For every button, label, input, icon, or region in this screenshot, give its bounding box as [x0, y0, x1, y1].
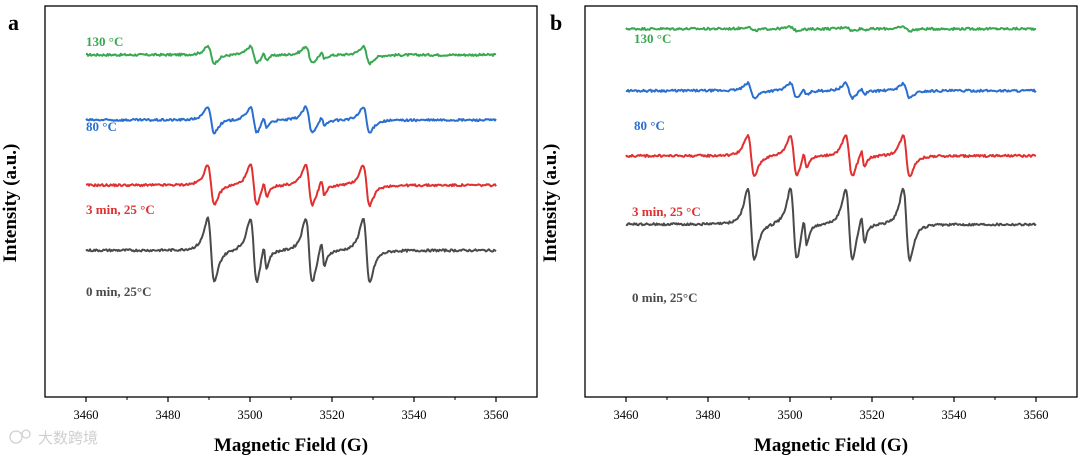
x-tick-label: 3520: [860, 408, 885, 422]
series-line-2: [85, 163, 497, 208]
x-tick-label: 3480: [156, 408, 181, 422]
watermark-logo-icon: [9, 429, 31, 444]
series-label-3: 0 min, 25°C: [86, 284, 152, 299]
x-tick-label: 3560: [1024, 408, 1049, 422]
x-axis-title: Magnetic Field (G): [754, 435, 908, 456]
series-line-3: [625, 187, 1037, 262]
series-label-2: 3 min, 25 °C: [632, 204, 701, 219]
series-line-0: [625, 24, 1037, 33]
series-label-3: 0 min, 25°C: [632, 290, 698, 305]
series-label-1: 80 °C: [86, 119, 117, 134]
panel-a: a 3460 3480 3500 3520 3540 3560 Magnetic Field …: [0, 5, 538, 456]
x-axis-title: Magnetic Field (G): [214, 435, 368, 456]
x-tick-label: 3500: [778, 408, 803, 422]
plot-frame: [584, 5, 1078, 398]
series-line-2: [625, 134, 1037, 178]
y-axis-title: Intensity (a.u.): [540, 144, 561, 263]
watermark-text: 大数跨境: [38, 429, 98, 447]
series-line-3: [85, 216, 497, 284]
x-tick-label: 3520: [320, 408, 345, 422]
panel-letter: a: [8, 10, 19, 35]
x-tick-label: 3460: [614, 408, 639, 422]
series-label-1: 80 °C: [634, 118, 665, 133]
series-label-2: 3 min, 25 °C: [86, 202, 155, 217]
panel-letter: b: [550, 10, 562, 35]
x-tick-label: 3500: [238, 408, 263, 422]
series-line-1: [85, 105, 497, 135]
series-label-0: 130 °C: [634, 31, 671, 46]
x-tick-label: 3540: [402, 408, 427, 422]
y-axis-title: Intensity (a.u.): [0, 144, 21, 263]
series-line-1: [625, 81, 1037, 101]
x-tick-label: 3560: [484, 408, 509, 422]
panel-b: b 3460 3480 3500 3520 3540 3560 Magnetic Field …: [540, 5, 1078, 456]
x-tick-label: 3480: [696, 408, 721, 422]
series-line-0: [85, 44, 497, 66]
x-tick-label: 3460: [74, 408, 99, 422]
x-tick-label: 3540: [942, 408, 967, 422]
series-label-0: 130 °C: [86, 34, 123, 49]
